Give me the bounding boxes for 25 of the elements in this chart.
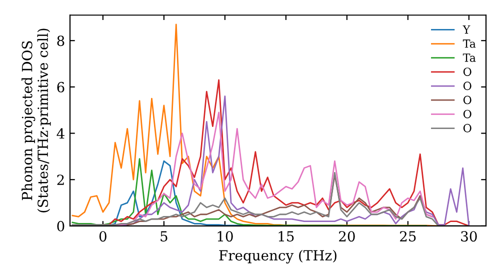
x-tick-label: 30 [461, 231, 477, 242]
y-tick-label: 6 [57, 82, 64, 92]
x-tick-label: 15 [278, 231, 294, 242]
x-tick-label: 10 [218, 231, 233, 242]
y-tick-label: 8 [57, 36, 64, 46]
y-axis-title: Phonon projected DOS (States/THz·primitive cell) [22, 28, 51, 212]
y-tick-label: 4 [56, 128, 64, 139]
x-axis-title: Frequency (THz) [219, 250, 336, 264]
x-tick-label: 20 [339, 231, 355, 242]
x-tick-label: 25 [400, 231, 416, 242]
legend-label: O [463, 96, 472, 104]
line-series [114, 112, 434, 226]
legend-label: Ta [462, 40, 476, 48]
line-series [72, 158, 427, 226]
legend-label: Ta [462, 54, 476, 62]
y-tick-label: 0 [57, 220, 64, 232]
y-tick-label: 2 [57, 174, 64, 185]
legend-label: Y [462, 25, 470, 34]
x-tick-label: 5 [160, 231, 168, 242]
line-series [72, 24, 440, 226]
legend-label: O [463, 124, 472, 132]
legend-label: O [463, 82, 472, 90]
legend-label: O [463, 110, 472, 118]
x-tick-label: 0 [99, 231, 106, 242]
legend-label: O [463, 68, 472, 76]
